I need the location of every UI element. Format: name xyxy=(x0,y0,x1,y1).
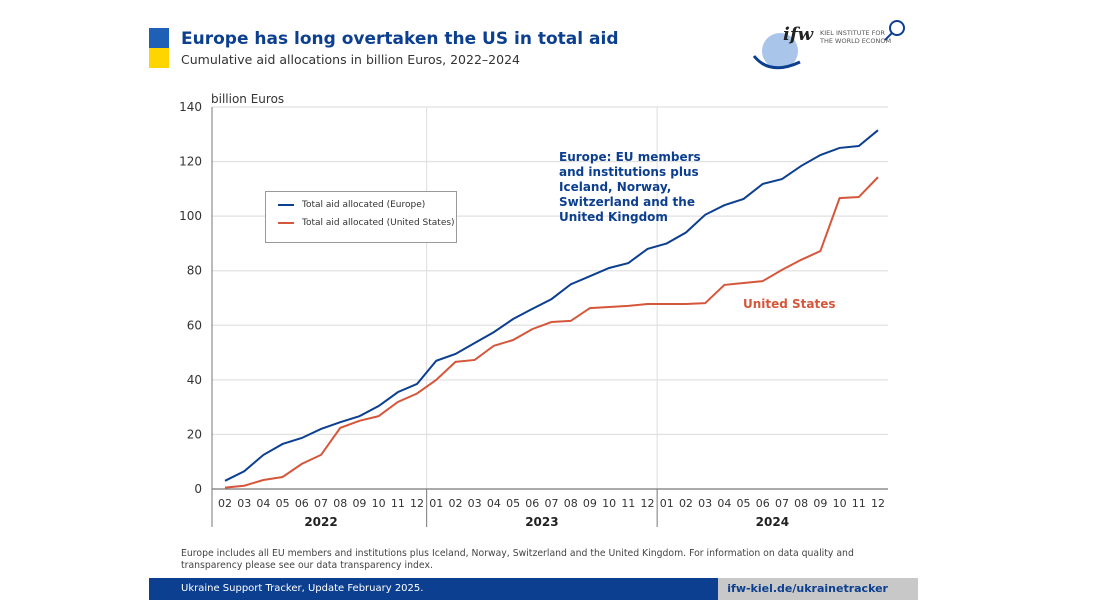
x-tick-label: 12 xyxy=(641,497,655,510)
x-tick-label: 12 xyxy=(871,497,885,510)
x-tick-label: 01 xyxy=(429,497,443,510)
x-tick-label: 04 xyxy=(717,497,731,510)
x-tick-label: 11 xyxy=(391,497,405,510)
x-tick-label: 08 xyxy=(564,497,578,510)
legend-swatch-us xyxy=(278,222,294,224)
legend-label-us: Total aid allocated (United States) xyxy=(302,218,455,228)
x-tick-label: 10 xyxy=(833,497,847,510)
x-year-label: 2023 xyxy=(525,515,558,529)
x-tick-label: 09 xyxy=(813,497,827,510)
x-tick-label: 08 xyxy=(794,497,808,510)
y-axis-label: billion Euros xyxy=(211,92,285,106)
x-year-label: 2024 xyxy=(756,515,789,529)
legend-swatch-europe xyxy=(278,204,294,206)
chart-title: Europe has long overtaken the US in tota… xyxy=(181,29,619,49)
svg-text:KIEL INSTITUTE FOR: KIEL INSTITUTE FOR xyxy=(820,29,885,37)
x-tick-label: 11 xyxy=(621,497,635,510)
footer-bar: Ukraine Support Tracker, Update February… xyxy=(149,578,918,600)
x-tick-label: 04 xyxy=(256,497,270,510)
y-tick-label: 0 xyxy=(194,482,202,496)
x-tick-label: 02 xyxy=(448,497,462,510)
x-tick-label: 08 xyxy=(333,497,347,510)
svg-text:THE WORLD ECONOM: THE WORLD ECONOM xyxy=(819,37,891,45)
x-tick-label: 06 xyxy=(756,497,770,510)
ukraine-flag-icon xyxy=(149,28,169,68)
x-tick-label: 02 xyxy=(679,497,693,510)
y-tick-label: 80 xyxy=(187,264,202,278)
x-tick-label: 06 xyxy=(525,497,539,510)
y-tick-label: 60 xyxy=(187,318,202,332)
footer-source: Ukraine Support Tracker, Update February… xyxy=(181,583,424,594)
x-tick-label: 09 xyxy=(352,497,366,510)
x-tick-label: 07 xyxy=(314,497,328,510)
x-tick-label: 06 xyxy=(295,497,309,510)
y-tick-label: 20 xyxy=(187,427,202,441)
x-tick-label: 04 xyxy=(487,497,501,510)
x-tick-label: 01 xyxy=(660,497,674,510)
x-year-label: 2022 xyxy=(304,515,337,529)
x-tick-label: 07 xyxy=(775,497,789,510)
annotation-europe: Europe: EU members and institutions plus… xyxy=(559,150,701,224)
x-tick-label: 12 xyxy=(410,497,424,510)
y-tick-label: 140 xyxy=(179,100,202,114)
footer-link[interactable]: ifw-kiel.de/ukrainetracker xyxy=(718,578,918,600)
y-tick-label: 100 xyxy=(179,209,202,223)
y-tick-label: 120 xyxy=(179,155,202,169)
chart-subtitle: Cumulative aid allocations in billion Eu… xyxy=(181,52,520,67)
y-tick-label: 40 xyxy=(187,373,202,387)
ifw-logo: ifw KIEL INSTITUTE FOR THE WORLD ECONOM xyxy=(752,20,905,70)
x-tick-label: 09 xyxy=(583,497,597,510)
x-tick-label: 05 xyxy=(506,497,520,510)
x-tick-label: 03 xyxy=(698,497,712,510)
x-tick-label: 10 xyxy=(372,497,386,510)
x-tick-label: 03 xyxy=(468,497,482,510)
footnote: Europe includes all EU members and insti… xyxy=(181,548,854,571)
svg-text:ifw: ifw xyxy=(783,24,815,45)
annotation-us: United States xyxy=(743,297,836,311)
x-tick-label: 10 xyxy=(602,497,616,510)
legend-label-europe: Total aid allocated (Europe) xyxy=(302,200,426,210)
x-tick-label: 07 xyxy=(545,497,559,510)
x-tick-label: 05 xyxy=(737,497,751,510)
x-tick-label: 11 xyxy=(852,497,866,510)
x-tick-label: 05 xyxy=(276,497,290,510)
x-tick-label: 03 xyxy=(237,497,251,510)
x-tick-label: 02 xyxy=(218,497,232,510)
legend: Total aid allocated (Europe) Total aid a… xyxy=(265,191,457,243)
